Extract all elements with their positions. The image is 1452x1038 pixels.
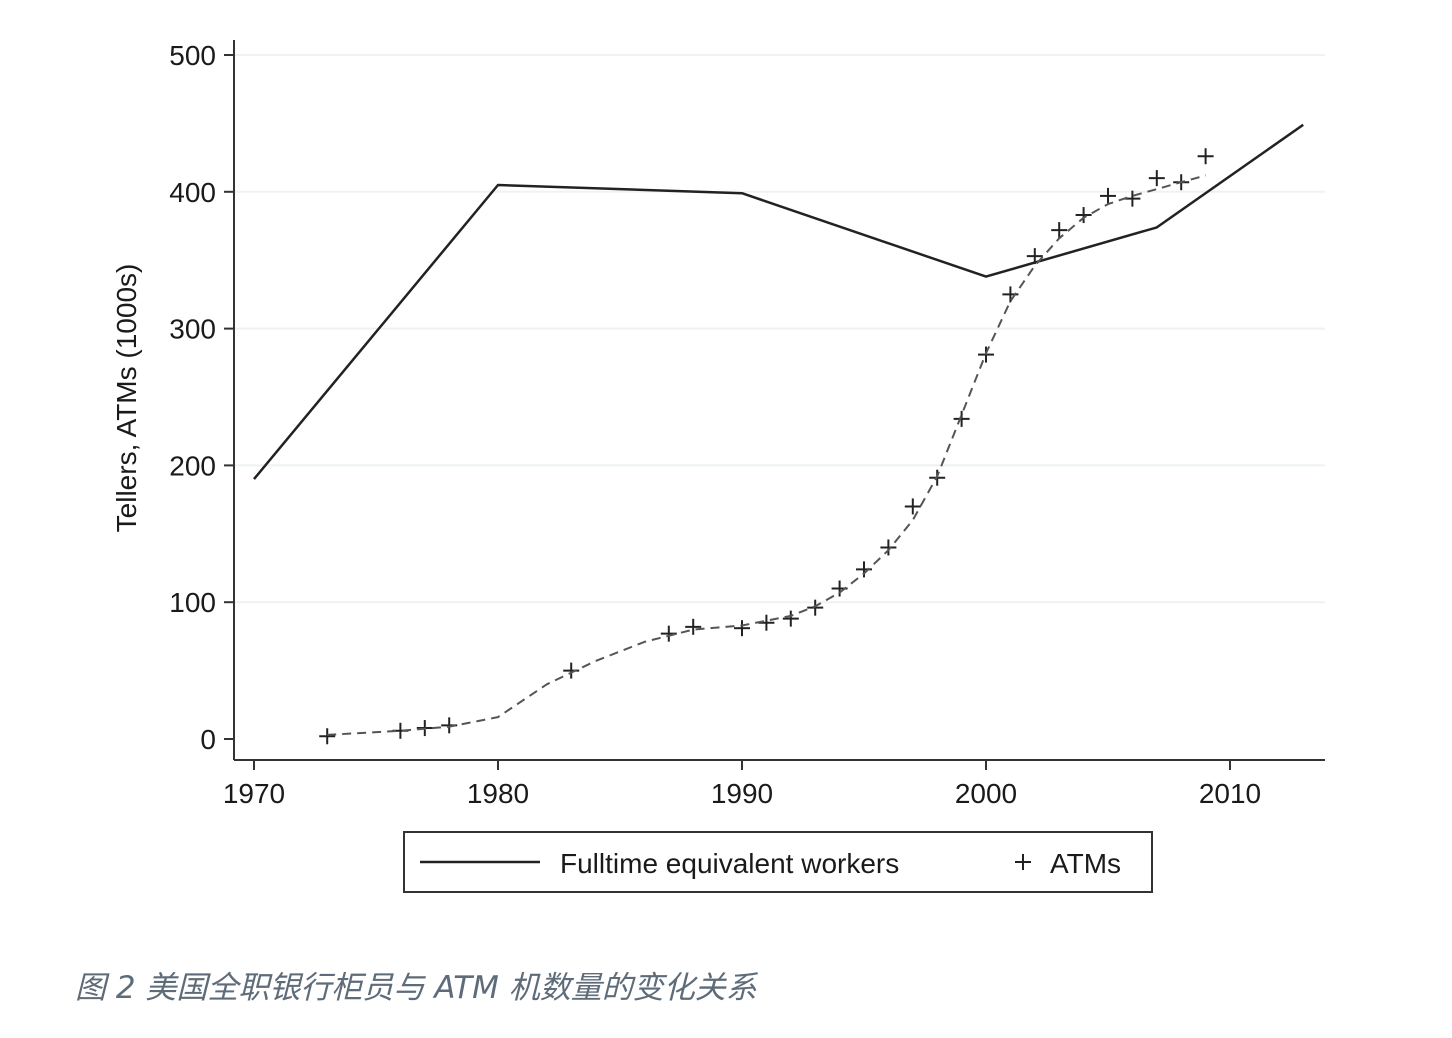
y-axis-label: Tellers, ATMs (1000s) (111, 264, 142, 533)
x-tick-label: 1980 (467, 778, 529, 809)
chart-panel (70, 0, 1360, 938)
atm-point (880, 539, 897, 556)
x-tick-label: 1990 (711, 778, 773, 809)
gridlines (234, 54, 1325, 604)
x-tick-label: 2010 (1199, 778, 1261, 809)
y-tick-label: 300 (169, 314, 216, 345)
atm-point (904, 498, 921, 515)
figure-caption: 图 2 美国全职银行柜员与 ATM 机数量的变化关系 (75, 970, 757, 1006)
atm-point (1148, 170, 1165, 187)
atm-point (1100, 187, 1116, 204)
series (253, 123, 1304, 745)
y-tick-label: 0 (200, 724, 216, 755)
atm-point (685, 618, 702, 635)
atm-point (782, 610, 799, 627)
atm-point (1075, 207, 1092, 224)
legend: Fulltime equivalent workers ATMs (403, 831, 1153, 893)
series-fit-curve (327, 174, 1206, 736)
legend-plus-swatch (1015, 854, 1031, 870)
atm-point (807, 599, 824, 616)
atm-point (1051, 222, 1068, 239)
atm-point (734, 620, 750, 637)
y-ticks: 0 100 200 300 400 500 (169, 40, 234, 755)
x-tick-label: 1970 (223, 778, 285, 809)
y-tick-label: 100 (169, 587, 216, 618)
x-ticks: 1970 1980 1990 2000 2010 (223, 760, 1261, 809)
y-tick-label: 500 (169, 40, 216, 71)
series-line-workers (253, 123, 1304, 480)
atm-point (319, 728, 336, 745)
y-tick-label: 200 (169, 450, 216, 481)
atm-point (1026, 248, 1043, 265)
axes (233, 40, 1325, 761)
legend-label-atms: ATMs (1050, 848, 1121, 879)
x-tick-label: 2000 (955, 778, 1017, 809)
atm-point (953, 410, 970, 427)
legend-label-workers: Fulltime equivalent workers (560, 848, 899, 879)
y-tick-label: 400 (169, 177, 216, 208)
atm-point (1197, 148, 1214, 165)
